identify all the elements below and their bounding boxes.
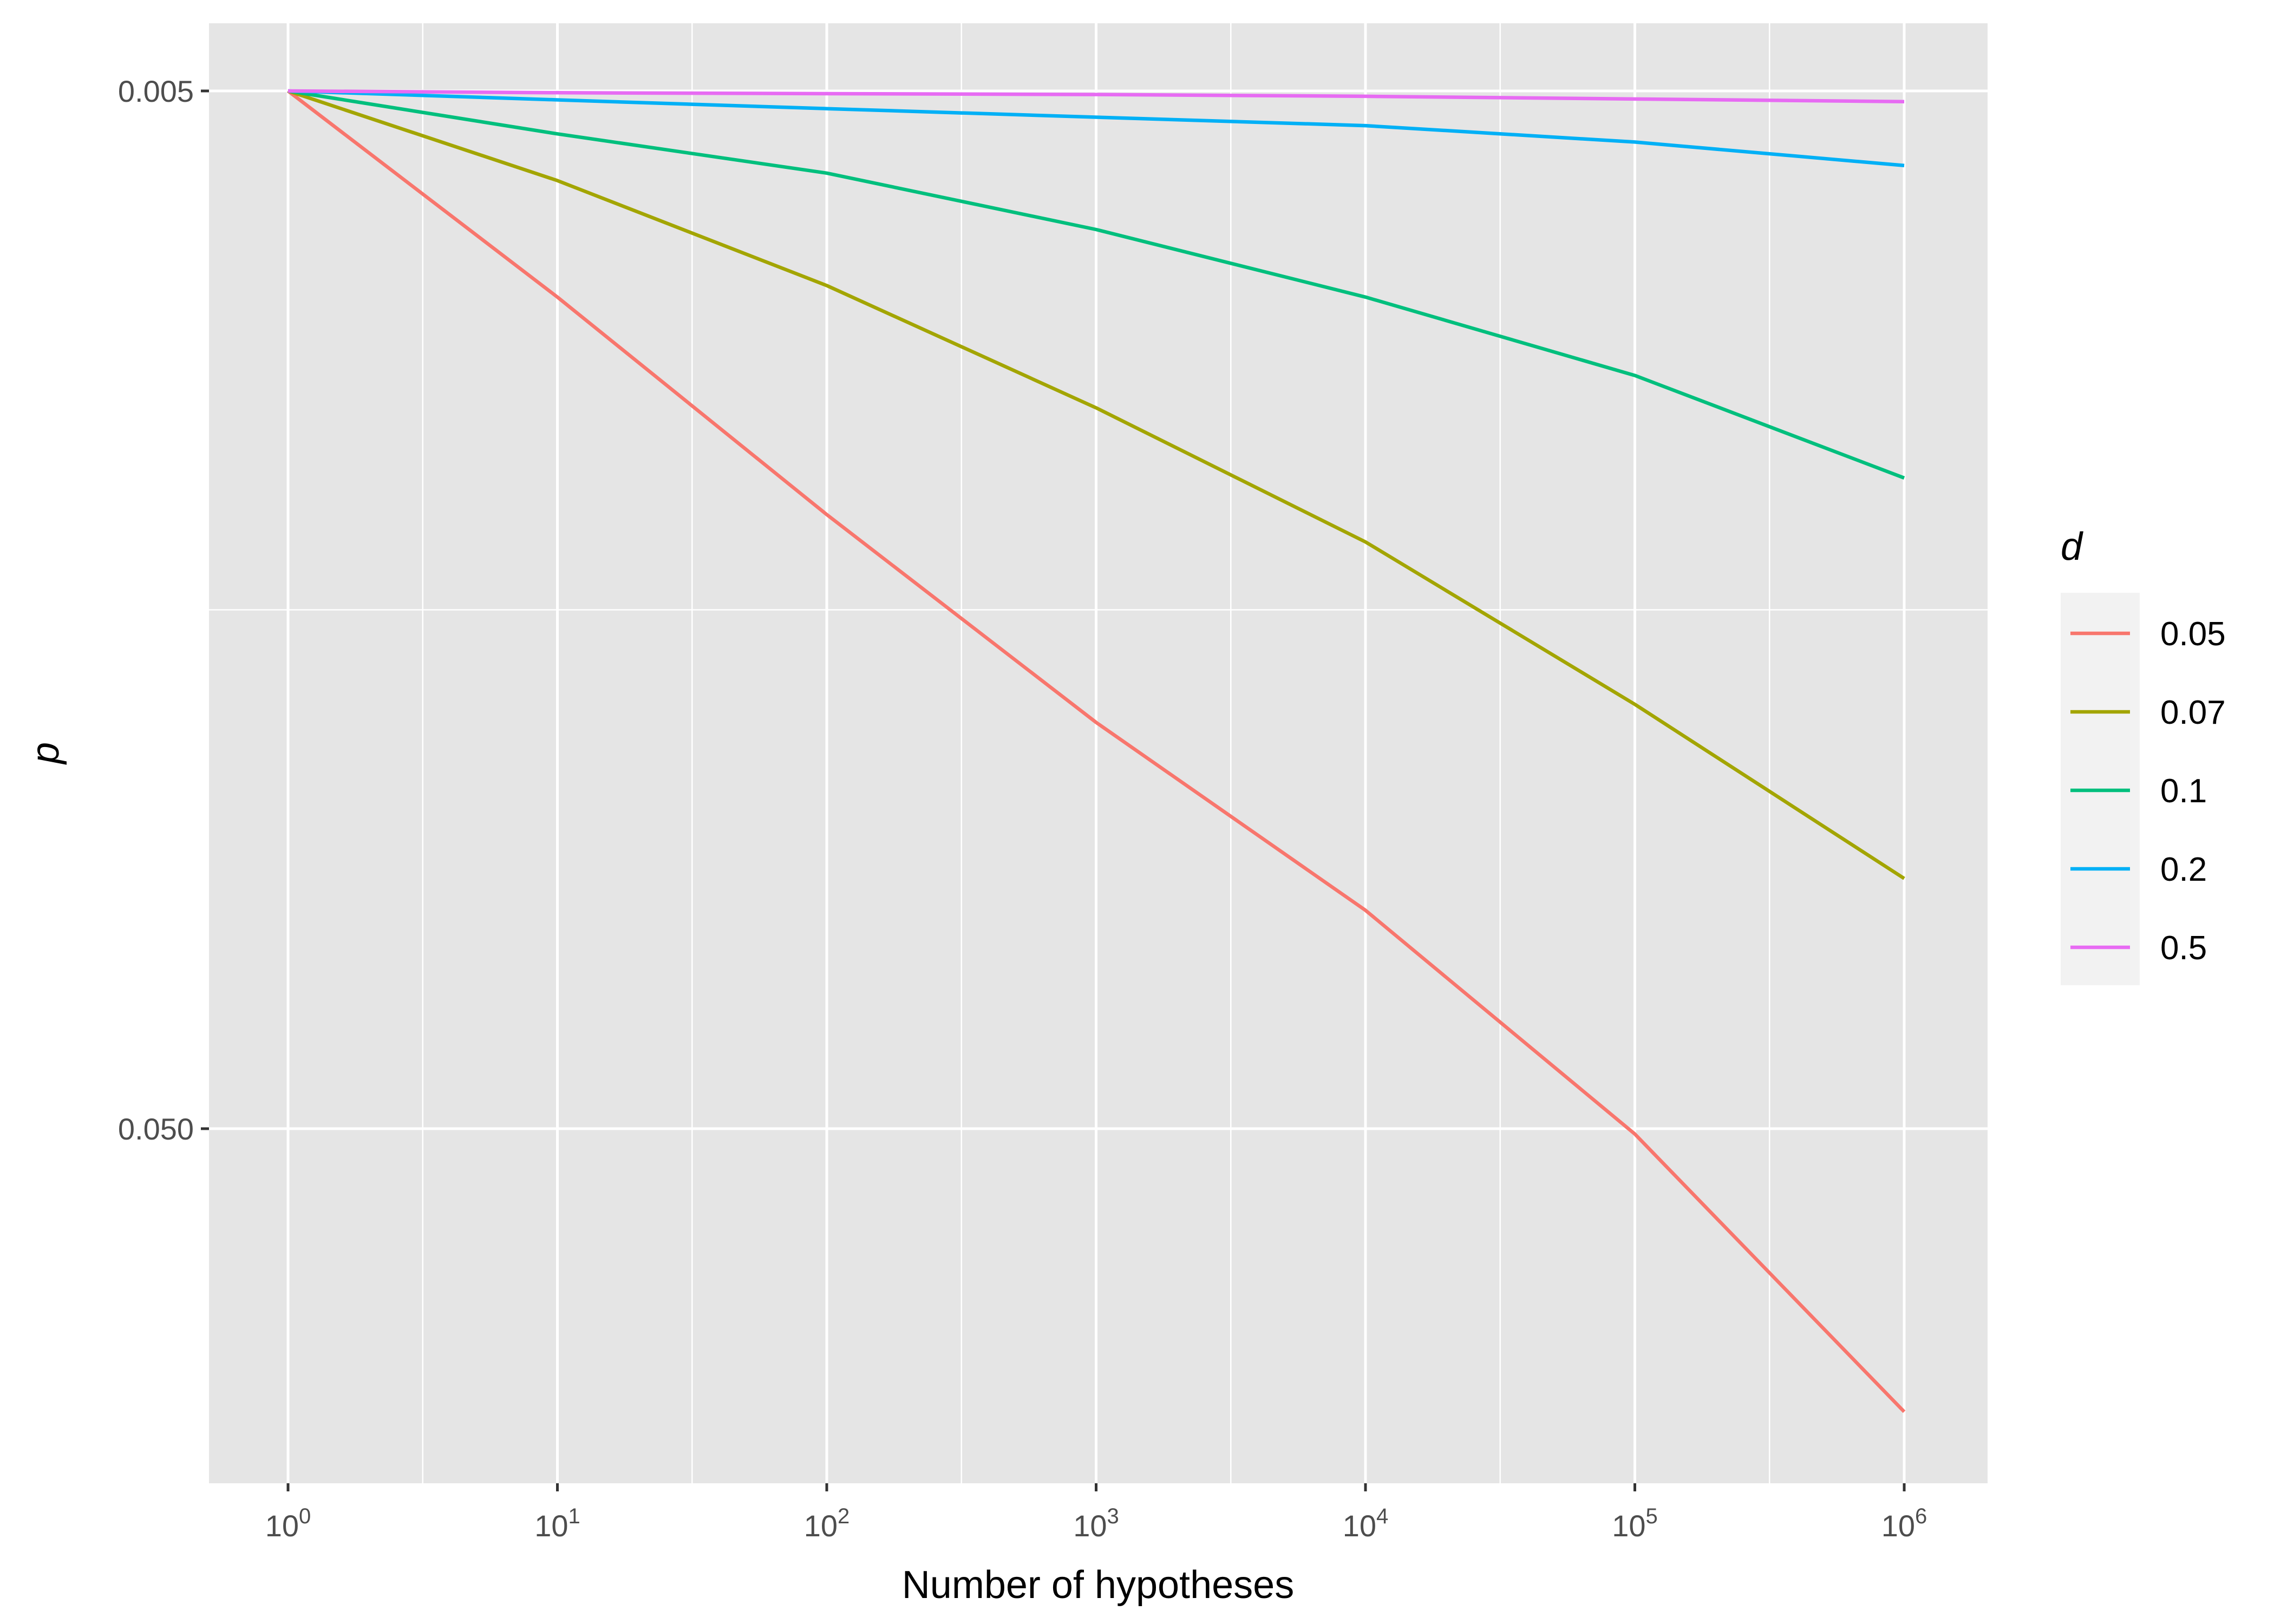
legend-label: 0.5 <box>2160 929 2207 967</box>
series-line-0-05 <box>287 89 1906 1413</box>
y-tick-label: 0.005 <box>118 74 194 108</box>
legend-label: 0.07 <box>2160 694 2226 731</box>
major-gridlines <box>209 23 1988 1483</box>
x-tick-label: 101 <box>534 1504 580 1543</box>
series-line-0-1 <box>287 89 1905 480</box>
x-tick-label: 100 <box>265 1504 311 1543</box>
legend-label: 0.2 <box>2160 851 2207 888</box>
plot-panel <box>209 23 1988 1483</box>
legend-title: d <box>2061 525 2083 568</box>
x-axis-title: Number of hypotheses <box>902 1563 1294 1607</box>
x-tick-label: 104 <box>1343 1504 1389 1543</box>
legend: d 0.05 0.07 0.1 0.2 0.5 <box>2061 525 2226 985</box>
x-tick-label: 102 <box>804 1504 850 1543</box>
series-line-0-5 <box>287 89 1905 103</box>
x-tick-label: 103 <box>1073 1504 1119 1543</box>
legend-label: 0.1 <box>2160 772 2207 810</box>
legend-label: 0.05 <box>2160 615 2226 653</box>
minor-gridlines <box>209 23 1988 1483</box>
x-axis: 100 101 102 103 104 105 106 <box>265 1483 1927 1543</box>
series-line-0-2 <box>287 89 1905 168</box>
series-lines <box>287 89 1906 1413</box>
series-line-0-07 <box>287 89 1905 880</box>
x-tick-label: 106 <box>1881 1504 1927 1543</box>
y-tick-label: 0.050 <box>118 1112 194 1146</box>
y-axis: 0.005 0.050 <box>118 74 209 1146</box>
y-axis-title: p <box>24 742 67 765</box>
x-tick-label: 105 <box>1612 1504 1658 1543</box>
